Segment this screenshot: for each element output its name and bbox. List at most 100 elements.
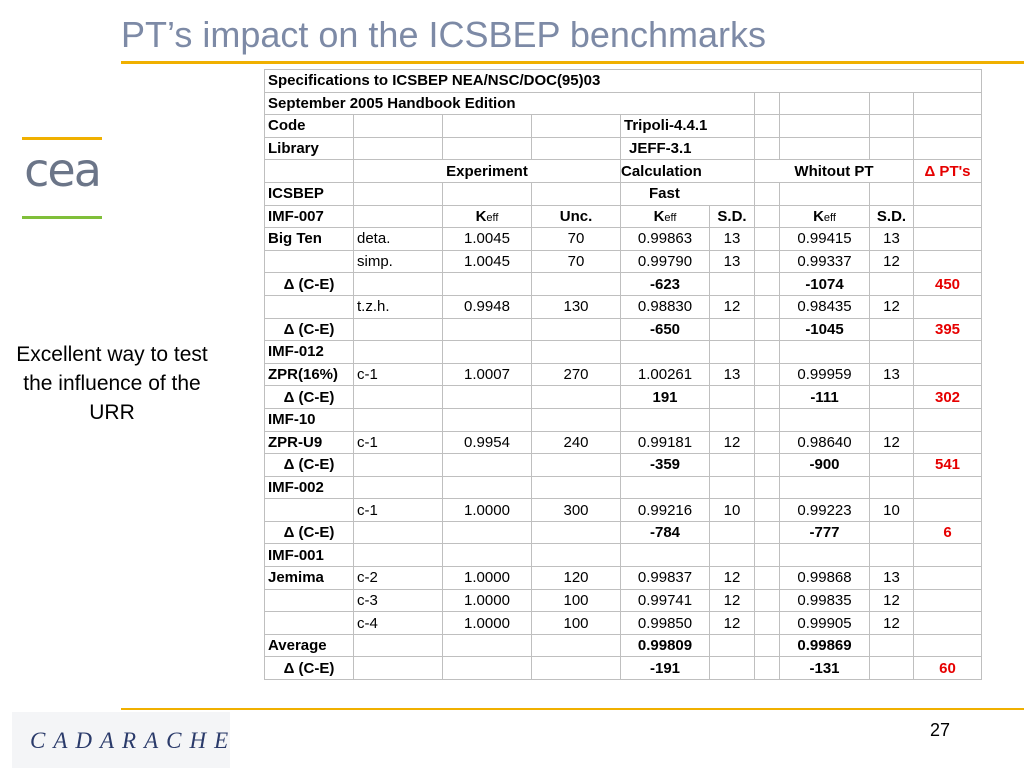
table-cell [442,453,532,477]
table-cell: 0.99809 [620,633,710,658]
table-row: c-1 1.0000 300 0.99216 10 0.99223 10 [264,498,982,522]
table-cell: 12 [709,294,755,319]
table-cell [754,453,780,477]
table-cell: Big Ten [264,227,354,251]
table-cell [353,656,443,681]
table-row: c-4 1.0000 100 0.99850 12 0.99905 12 [264,611,982,635]
table-cell [442,656,532,681]
table-cell: 100 [531,611,621,635]
table-cell: 541 [913,453,982,477]
table-cell [869,385,914,409]
table-cell [353,475,443,500]
code-value: Tripoli-4.4.1 [620,114,755,138]
table-cell [531,520,621,545]
table-cell [754,227,780,251]
table-cell: 12 [709,566,755,590]
table-cell [709,317,755,342]
table-cell [353,385,443,409]
table-cell [913,249,982,274]
table-cell [264,611,354,635]
table-cell [531,656,621,681]
table-cell: -650 [620,317,710,342]
table-cell: -1045 [779,317,870,342]
table-cell: Δ (C-E) [264,656,354,681]
table-cell: 1.0000 [442,498,532,522]
table-cell: 1.0000 [442,566,532,590]
table-cell: 10 [709,498,755,522]
table-cell [353,272,443,296]
table-row: c-3 1.0000 100 0.99741 12 0.99835 12 [264,588,982,613]
table-cell [709,543,755,568]
table-cell: IMF-10 [264,407,354,432]
table-cell [264,249,354,274]
table-row: simp. 1.0045 70 0.99790 13 0.99337 12 [264,249,982,274]
table-cell [531,317,621,342]
table-cell: 0.99868 [779,566,870,590]
table-row: IMF-10 [264,407,982,432]
table-cell [779,475,870,500]
table-cell [754,317,780,342]
table-cell [442,475,532,500]
table-cell [754,430,780,455]
table-cell: 130 [531,294,621,319]
table-cell: 302 [913,385,982,409]
title-underline [121,61,1024,64]
keff-header: Keff [620,204,710,229]
table-cell: 12 [709,430,755,455]
table-cell [531,633,621,658]
table-cell [353,453,443,477]
table-cell: 13 [709,249,755,274]
table-cell: -111 [779,385,870,409]
logo-bottom-line [22,216,102,219]
table-cell: 0.99905 [779,611,870,635]
table-cell [869,520,914,545]
footer-rule [121,708,1024,710]
table-cell [709,340,755,364]
fast-label: Fast [620,181,755,206]
table-cell: 0.98435 [779,294,870,319]
table-cell: 0.99337 [779,249,870,274]
table-cell [754,249,780,274]
library-label: Library [264,136,354,161]
table-cell [869,340,914,364]
sd-header: S.D. [709,204,755,229]
header-without-pt: Whitout PT [754,159,914,183]
table-cell [869,407,914,432]
table-row: Code Tripoli-4.4.1 [264,114,982,138]
table-cell [754,520,780,545]
table-cell [913,498,982,522]
table-row: ZPR(16%) c-1 1.0007 270 1.00261 13 0.99959 13 [264,362,982,387]
table-cell [754,588,780,613]
table-cell: 13 [709,362,755,387]
table-cell: 191 [620,385,710,409]
table-cell: c-1 [353,362,443,387]
table-cell: 0.9954 [442,430,532,455]
table-cell: ZPR(16%) [264,362,354,387]
table-cell [754,294,780,319]
table-cell: 12 [869,430,914,455]
table-cell [353,407,443,432]
table-cell [754,407,780,432]
table-cell: Δ (C-E) [264,317,354,342]
keff-header: Keff [779,204,870,229]
table-cell [353,543,443,568]
table-cell: 12 [869,611,914,635]
table-cell: IMF-012 [264,340,354,364]
table-cell: 120 [531,566,621,590]
table-cell: deta. [353,227,443,251]
table-cell [913,566,982,590]
table-cell [264,588,354,613]
table-cell: 13 [869,227,914,251]
table-cell: 0.98830 [620,294,710,319]
table-cell [779,543,870,568]
table-cell: c-2 [353,566,443,590]
table-cell: Δ (C-E) [264,385,354,409]
table-cell: -900 [779,453,870,477]
table-row: Experiment Calculation Whitout PT Δ PT's [264,159,982,183]
table-cell: 300 [531,498,621,522]
table-cell [442,520,532,545]
table-cell: 13 [869,362,914,387]
table-cell [353,340,443,364]
table-cell: Δ (C-E) [264,453,354,477]
table-row: September 2005 Handbook Edition [264,91,982,116]
